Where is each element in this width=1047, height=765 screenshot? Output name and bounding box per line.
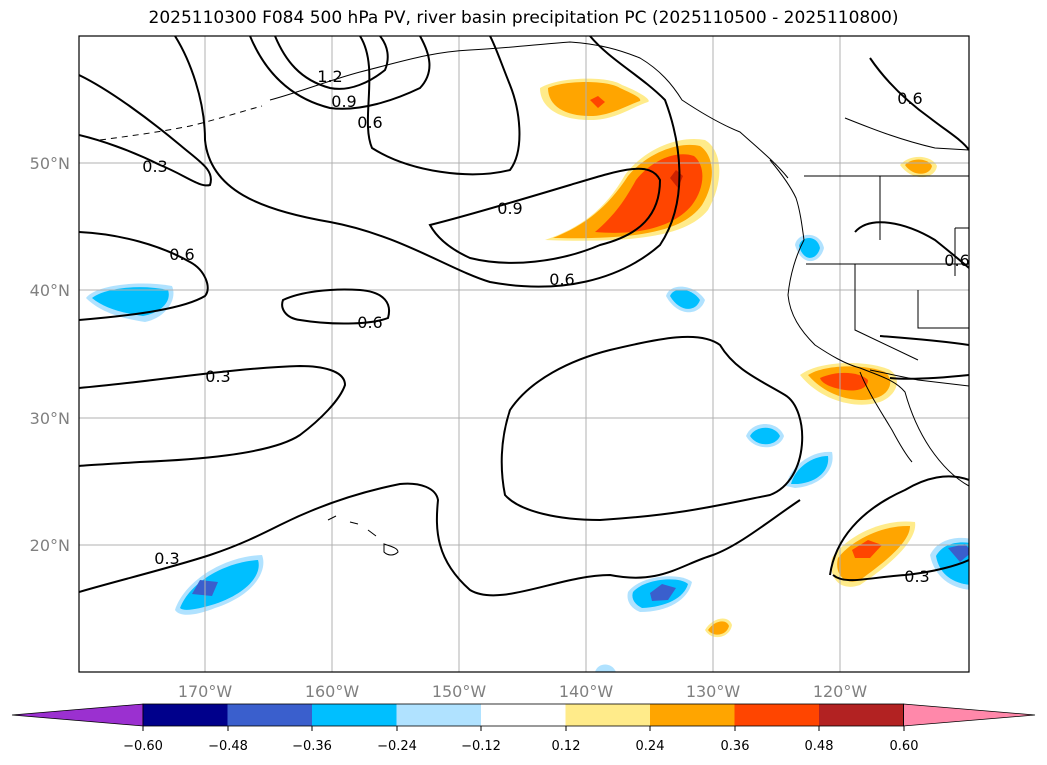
state-border-az xyxy=(917,290,969,329)
hawaii-islands xyxy=(327,515,399,556)
contour-label: 0.3 xyxy=(904,567,929,586)
colorbar-extend-high xyxy=(903,703,1036,727)
neg-anomaly-ca-coast-mid xyxy=(799,238,820,258)
colorbar-segment xyxy=(565,704,651,726)
colorbar-tick-label: 0.12 xyxy=(552,739,581,754)
colorbar-outline xyxy=(142,703,904,727)
bc-inner-border xyxy=(844,117,969,151)
contour-label: 0.3 xyxy=(142,157,167,176)
neg-anomaly-hawaii-east-core xyxy=(650,584,676,601)
colorbar-extend-low xyxy=(11,703,144,727)
neg-anomaly-bottom xyxy=(595,664,616,672)
aleutian-islands xyxy=(99,105,263,141)
colorbar-tick-label: 0.24 xyxy=(636,739,665,754)
pv-contour-0-6-north xyxy=(174,36,681,288)
neg-anomaly-west-mid xyxy=(92,287,169,316)
colorbar-segment xyxy=(650,704,735,726)
contour-labels: 1.2 0.9 0.6 0.3 0.6 0.9 0.6 0.6 0.3 0.3 … xyxy=(142,67,969,586)
contour-label: 1.2 xyxy=(317,67,342,86)
lat-label: 30°N xyxy=(30,409,70,428)
lat-label: 40°N xyxy=(30,281,70,300)
lat-label: 50°N xyxy=(30,154,70,173)
contour-label: 0.6 xyxy=(944,251,969,270)
lon-label: 140°W xyxy=(559,682,614,701)
colorbar-segment xyxy=(481,704,566,726)
contour-label: 0.9 xyxy=(497,199,522,218)
neg-anomaly-far-east-core xyxy=(948,544,969,562)
colorbar-tick-label: 0.48 xyxy=(805,739,834,754)
contour-label: 0.6 xyxy=(357,113,382,132)
lon-label: 150°W xyxy=(432,682,487,701)
colorbar-segment xyxy=(227,704,313,726)
contour-label: 0.3 xyxy=(154,549,179,568)
colorbar-tick-labels: −0.60 −0.48 −0.36 −0.24 −0.12 0.12 0.24 … xyxy=(123,739,918,754)
pv-contour-0-3-east xyxy=(829,475,969,582)
neg-anomaly-mid-pac-mid xyxy=(670,289,700,309)
bc-coast xyxy=(769,159,805,241)
pv-contour-0-3-mid xyxy=(79,364,347,467)
contour-label: 0.6 xyxy=(897,89,922,108)
colorbar-segment xyxy=(396,704,482,726)
map-plot-area: 1.2 0.9 0.6 0.3 0.6 0.9 0.6 0.6 0.3 0.3 … xyxy=(79,36,969,672)
contour-label: 0.6 xyxy=(357,313,382,332)
colorbar-tick-label: −0.24 xyxy=(377,739,417,754)
coastlines xyxy=(99,41,969,556)
colorbar: −0.60 −0.48 −0.36 −0.24 −0.12 0.12 0.24 … xyxy=(11,703,1036,754)
baja-peninsula xyxy=(859,371,913,463)
pv-contour-0-6-closed xyxy=(281,288,390,325)
colorbar-tick-label: 0.60 xyxy=(890,739,919,754)
longitude-labels: 170°W 160°W 150°W 140°W 130°W 120°W xyxy=(178,682,868,701)
contour-label: 0.6 xyxy=(169,245,194,264)
pos-anomaly-north-core xyxy=(590,96,605,108)
pv-contour-0-9-mid xyxy=(428,167,662,264)
map-title: 2025110300 F084 500 hPa PV, river basin … xyxy=(148,8,899,28)
map-frame xyxy=(78,35,970,673)
lon-label: 160°W xyxy=(305,682,360,701)
colorbar-segment xyxy=(734,704,820,726)
colorbar-tick-label: 0.36 xyxy=(721,739,750,754)
colorbar-tick-label: −0.48 xyxy=(208,739,248,754)
colorbar-segment xyxy=(819,704,904,726)
lon-label: 170°W xyxy=(178,682,233,701)
colorbar-tick-label: −0.60 xyxy=(123,739,163,754)
state-border-nv xyxy=(854,264,919,361)
pv-contour-0-6-ne xyxy=(869,57,969,151)
neg-anomaly-baja-south-mid xyxy=(791,456,829,484)
us-west-coast xyxy=(787,239,969,487)
pos-anomaly-socal-core xyxy=(820,372,868,391)
pv-contour-0-6-arctic xyxy=(359,36,521,176)
lat-label: 20°N xyxy=(30,536,70,555)
neg-anomaly-baja-west-mid xyxy=(750,427,780,445)
pv-contour-0-6-west xyxy=(79,231,209,321)
pv-contour-0-9-north xyxy=(249,36,431,110)
colorbar-segment xyxy=(143,704,228,726)
pv-contour-0-3-closed xyxy=(500,335,804,522)
pv-contour-0-6-coast xyxy=(879,335,969,380)
pv-contour-0-6-east-closed xyxy=(854,221,969,269)
alaska-coast xyxy=(269,41,789,179)
lon-label: 130°W xyxy=(686,682,741,701)
lon-label: 120°W xyxy=(813,682,868,701)
colorbar-tick-label: −0.12 xyxy=(461,739,501,754)
pv-contours xyxy=(79,36,969,597)
pv-contour-0-3-west xyxy=(79,74,212,187)
contour-label: 0.3 xyxy=(205,367,230,386)
neg-anomaly-swpac-mid xyxy=(180,560,259,610)
state-border-co xyxy=(954,227,969,276)
colorbar-segment xyxy=(312,704,397,726)
colorbar-tick-label: −0.36 xyxy=(292,739,332,754)
contour-label: 0.9 xyxy=(331,92,356,111)
colorbar-segments xyxy=(11,703,1036,727)
pv-contour-1-2 xyxy=(274,36,389,90)
us-mexico-border xyxy=(869,369,969,387)
latitude-labels: 50°N 40°N 30°N 20°N xyxy=(30,154,70,555)
gridlines xyxy=(79,36,969,672)
contour-label: 0.6 xyxy=(549,270,574,289)
colorbar-ticks xyxy=(142,726,905,731)
pv-contour-0-3-south xyxy=(79,482,801,597)
